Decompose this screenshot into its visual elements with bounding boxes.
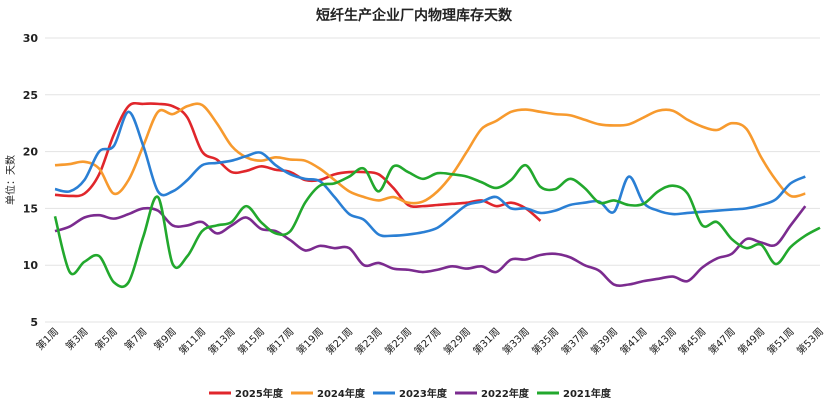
x-tick-label: 第53周 — [794, 325, 826, 357]
y-tick-label: 20 — [23, 146, 39, 159]
legend-label: 2023年度 — [399, 387, 448, 400]
x-tick-label: 第43周 — [647, 325, 679, 357]
y-tick-label: 15 — [23, 202, 38, 215]
x-tick-label: 第3周 — [63, 325, 91, 353]
x-tick-label: 第7周 — [122, 325, 150, 353]
x-tick-label: 第17周 — [264, 325, 296, 357]
y-tick-label: 30 — [23, 32, 39, 45]
x-tick-label: 第41周 — [617, 325, 649, 357]
x-tick-label: 第31周 — [470, 325, 502, 357]
x-tick-label: 第1周 — [33, 325, 61, 353]
x-tick-label: 第51周 — [764, 325, 796, 357]
line-series — [54, 101, 542, 222]
x-tick-label: 第19周 — [294, 325, 326, 357]
x-tick-label: 第11周 — [176, 325, 208, 357]
x-tick-label: 第33周 — [500, 325, 532, 357]
x-tick-label: 第21周 — [323, 325, 355, 357]
x-tick-label: 第23周 — [352, 325, 384, 357]
x-tick-label: 第9周 — [151, 325, 179, 353]
y-axis-label: 单位：天数 — [4, 155, 17, 205]
x-tick-label: 第45周 — [676, 325, 708, 357]
line-series — [54, 102, 806, 205]
x-tick-label: 第15周 — [235, 325, 267, 357]
chart-title: 短纤生产企业厂内物理库存天数 — [316, 7, 513, 24]
x-tick-label: 第49周 — [735, 325, 767, 357]
legend-label: 2025年度 — [235, 387, 284, 400]
x-tick-label: 第27周 — [411, 325, 443, 357]
x-tick-label: 第37周 — [558, 325, 590, 357]
x-tick-label: 第35周 — [529, 325, 561, 357]
x-tick-label: 第25周 — [382, 325, 414, 357]
x-tick-label: 第13周 — [205, 325, 237, 357]
y-tick-label: 25 — [23, 89, 38, 102]
x-tick-label: 第47周 — [706, 325, 738, 357]
legend-label: 2021年度 — [563, 387, 612, 400]
x-tick-label: 第29周 — [441, 325, 473, 357]
legend-label: 2022年度 — [481, 387, 530, 400]
legend-label: 2024年度 — [317, 387, 366, 400]
line-series — [53, 163, 821, 289]
line-series — [54, 110, 806, 238]
x-tick-label: 第5周 — [92, 325, 120, 353]
y-tick-label: 5 — [30, 316, 38, 329]
line-series — [54, 205, 807, 287]
x-tick-label: 第39周 — [588, 325, 620, 357]
y-tick-label: 10 — [23, 259, 39, 272]
